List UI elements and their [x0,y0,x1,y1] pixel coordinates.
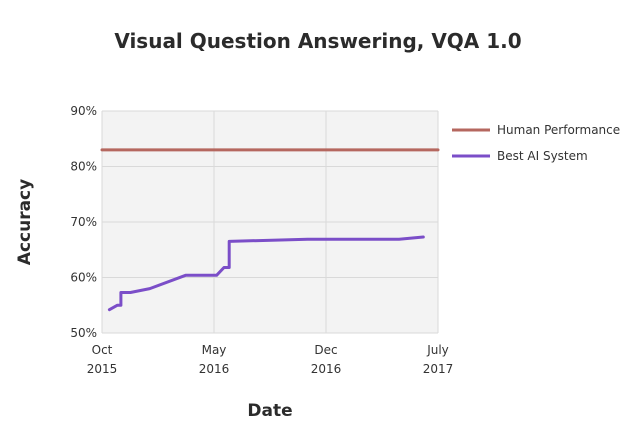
x-axis-ticks: Oct 2015 May 2016 Dec 2016 July 2017 [87,343,454,376]
x-tick-month: July [426,343,449,357]
y-tick-label: 70% [70,215,97,229]
legend-label: Best AI System [497,149,588,163]
x-tick-month: Dec [314,343,337,357]
y-tick-label: 60% [70,271,97,285]
legend: Human Performance Best AI System [452,123,620,163]
x-tick-year: 2016 [199,362,230,376]
x-tick-month: Oct [92,343,113,357]
grid [101,110,439,334]
x-tick-year: 2017 [423,362,454,376]
legend-label: Human Performance [497,123,620,137]
x-axis-label: Date [247,401,292,421]
x-tick-year: 2015 [87,362,118,376]
series-group [100,148,440,312]
y-tick-label: 90% [70,104,97,118]
y-axis-ticks: 50% 60% 70% 80% 90% [70,104,97,340]
chart-title: Visual Question Answering, VQA 1.0 [114,29,521,53]
y-tick-label: 50% [70,326,97,340]
series-line-best-ai-system [107,235,425,312]
y-axis-label: Accuracy [15,179,35,265]
x-tick-year: 2016 [311,362,342,376]
y-tick-label: 80% [70,160,97,174]
x-tick-month: May [202,343,227,357]
